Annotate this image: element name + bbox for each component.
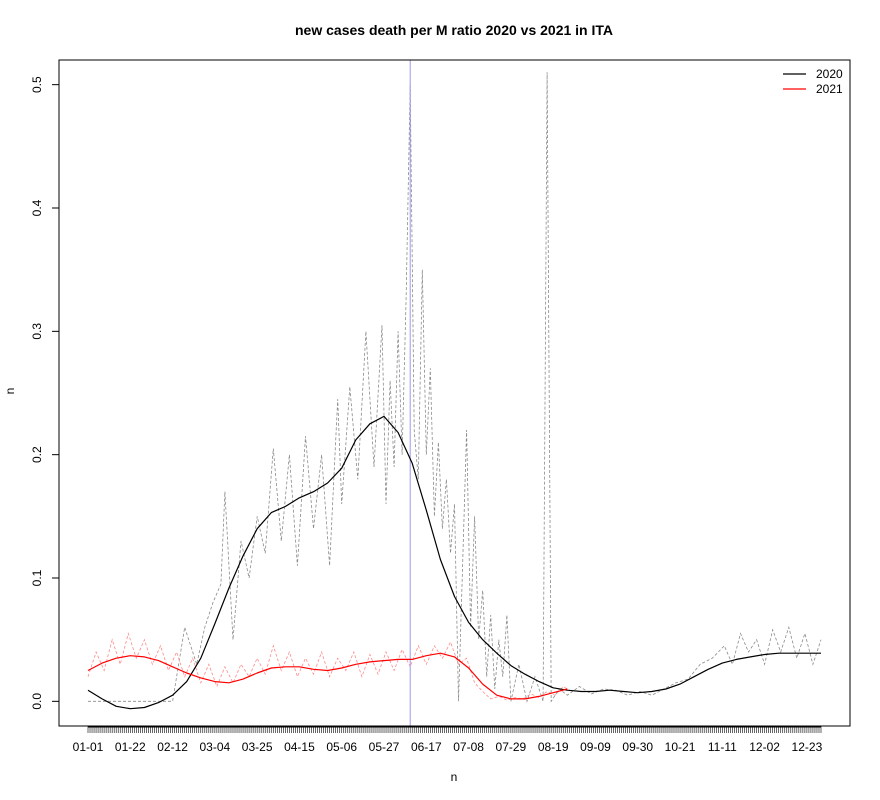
plot-frame [58,59,851,727]
y-tick-label: 0.3 [30,323,44,340]
smooth-series-layer [87,415,821,710]
x-axis: 01-01 01-22 02-12 03-04 03-25 04-15 05-06 05-27… [73,726,823,754]
raw-series-2020 [88,72,822,703]
x-tick-label: 05-06 [326,740,357,754]
x-tick-label: 07-08 [453,740,484,754]
smooth-series-2020 [87,415,821,710]
x-tick-label: 09-09 [580,740,611,754]
y-tick-label: 0.1 [30,569,44,586]
x-tick-label: 03-25 [242,740,273,754]
y-tick-label: 0.2 [30,446,44,463]
smooth-series-2021 [87,652,568,700]
y-tick-label: 0.5 [30,76,44,93]
y-axis-title: n [3,388,17,395]
x-tick-label: 08-19 [538,740,569,754]
chart-title: new cases death per M ratio 2020 vs 2021… [295,22,613,38]
x-tick-label: 04-15 [284,740,315,754]
x-tick-label: 06-17 [411,740,442,754]
x-tick-label: 09-30 [622,740,653,754]
y-tick-label: 0.4 [30,199,44,216]
x-tick-label: 07-29 [496,740,527,754]
x-tick-label: 01-22 [115,740,146,754]
x-tick-label: 11-11 [708,740,737,754]
y-axis: 0.0 0.1 0.2 0.3 0.4 0.5 [30,76,59,710]
raw-series-layer [87,72,822,703]
raw-series-2021 [87,632,568,701]
legend-label-2021: 2021 [816,82,843,96]
x-axis-title: n [451,770,458,784]
x-tick-label: 05-27 [369,740,400,754]
legend-label-2020: 2020 [816,67,843,81]
x-tick-label: 10-21 [665,740,696,754]
x-tick-label: 12-23 [792,740,823,754]
x-tick-label: 02-12 [157,740,188,754]
x-tick-label: 03-04 [200,740,231,754]
x-tick-label: 01-01 [73,740,104,754]
y-tick-label: 0.0 [30,693,44,710]
x-tick-label: 12-02 [749,740,780,754]
